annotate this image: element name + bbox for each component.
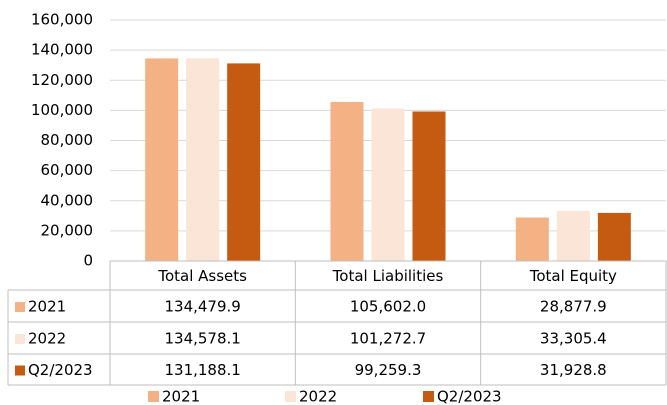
legend-label: 2022 (299, 388, 337, 405)
table-row-label: Q2/2023 (28, 361, 93, 379)
y-tick-label: 40,000 (41, 191, 94, 209)
bar (412, 111, 446, 261)
table-row-label: 2022 (28, 330, 66, 348)
y-tick-label: 100,000 (31, 101, 93, 119)
legend-swatch (285, 391, 296, 402)
y-tick-label: 160,000 (31, 11, 93, 29)
table-header: Total Assets (157, 267, 247, 285)
y-tick-label: 60,000 (41, 161, 94, 179)
table-legend-swatch (15, 302, 25, 312)
bar (227, 63, 261, 262)
bar (371, 108, 405, 261)
bar (145, 58, 179, 261)
bar (330, 101, 364, 262)
y-tick-label: 0 (83, 252, 93, 270)
table-legend-swatch (15, 365, 25, 376)
bar (556, 210, 590, 261)
legend-swatch (148, 391, 159, 402)
bar (515, 217, 549, 261)
table-cell: 131,188.1 (164, 361, 240, 379)
table-cell: 28,877.9 (540, 298, 607, 316)
legend-label: Q2/2023 (437, 388, 502, 405)
bar (597, 212, 631, 261)
y-tick-label: 120,000 (31, 71, 93, 89)
y-tick-label: 20,000 (41, 221, 94, 239)
table-cell: 33,305.4 (540, 330, 607, 348)
table-cell: 105,602.0 (350, 298, 426, 316)
table-header: Total Equity (529, 267, 617, 285)
table-cell: 31,928.8 (540, 361, 607, 379)
y-tick-label: 80,000 (41, 131, 94, 149)
table-row-label: 2021 (28, 298, 66, 316)
table-legend-swatch (15, 334, 25, 344)
legend-label: 2021 (162, 388, 200, 405)
bar (186, 58, 220, 262)
table-cell: 134,479.9 (164, 298, 240, 316)
table-cell: 99,259.3 (355, 361, 422, 379)
table-header: Total Liabilities (332, 267, 444, 285)
table-cell: 134,578.1 (164, 330, 240, 348)
legend-swatch (423, 391, 434, 402)
y-tick-label: 140,000 (31, 41, 93, 59)
table-cell: 101,272.7 (350, 330, 426, 348)
